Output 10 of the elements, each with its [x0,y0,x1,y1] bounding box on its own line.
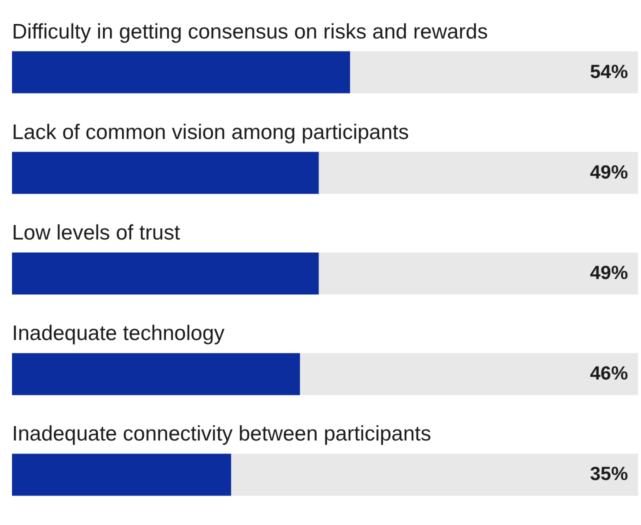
y-tick-label: Low levels of trust [12,222,180,244]
y-tick-label: Difficulty in getting consensus on risks and rewards [12,20,488,44]
data-label: 49% [590,162,628,184]
y-tick-label: Inadequate connectivity between participants [12,422,432,446]
data-label: 54% [590,62,628,83]
y-tick-label: Lack of common vision among participants [12,120,409,144]
data-label: 46% [590,364,628,385]
data-label: 49% [590,263,628,284]
data-label: 35% [590,464,628,486]
y-tick-label: Inadequate technology [12,322,226,346]
